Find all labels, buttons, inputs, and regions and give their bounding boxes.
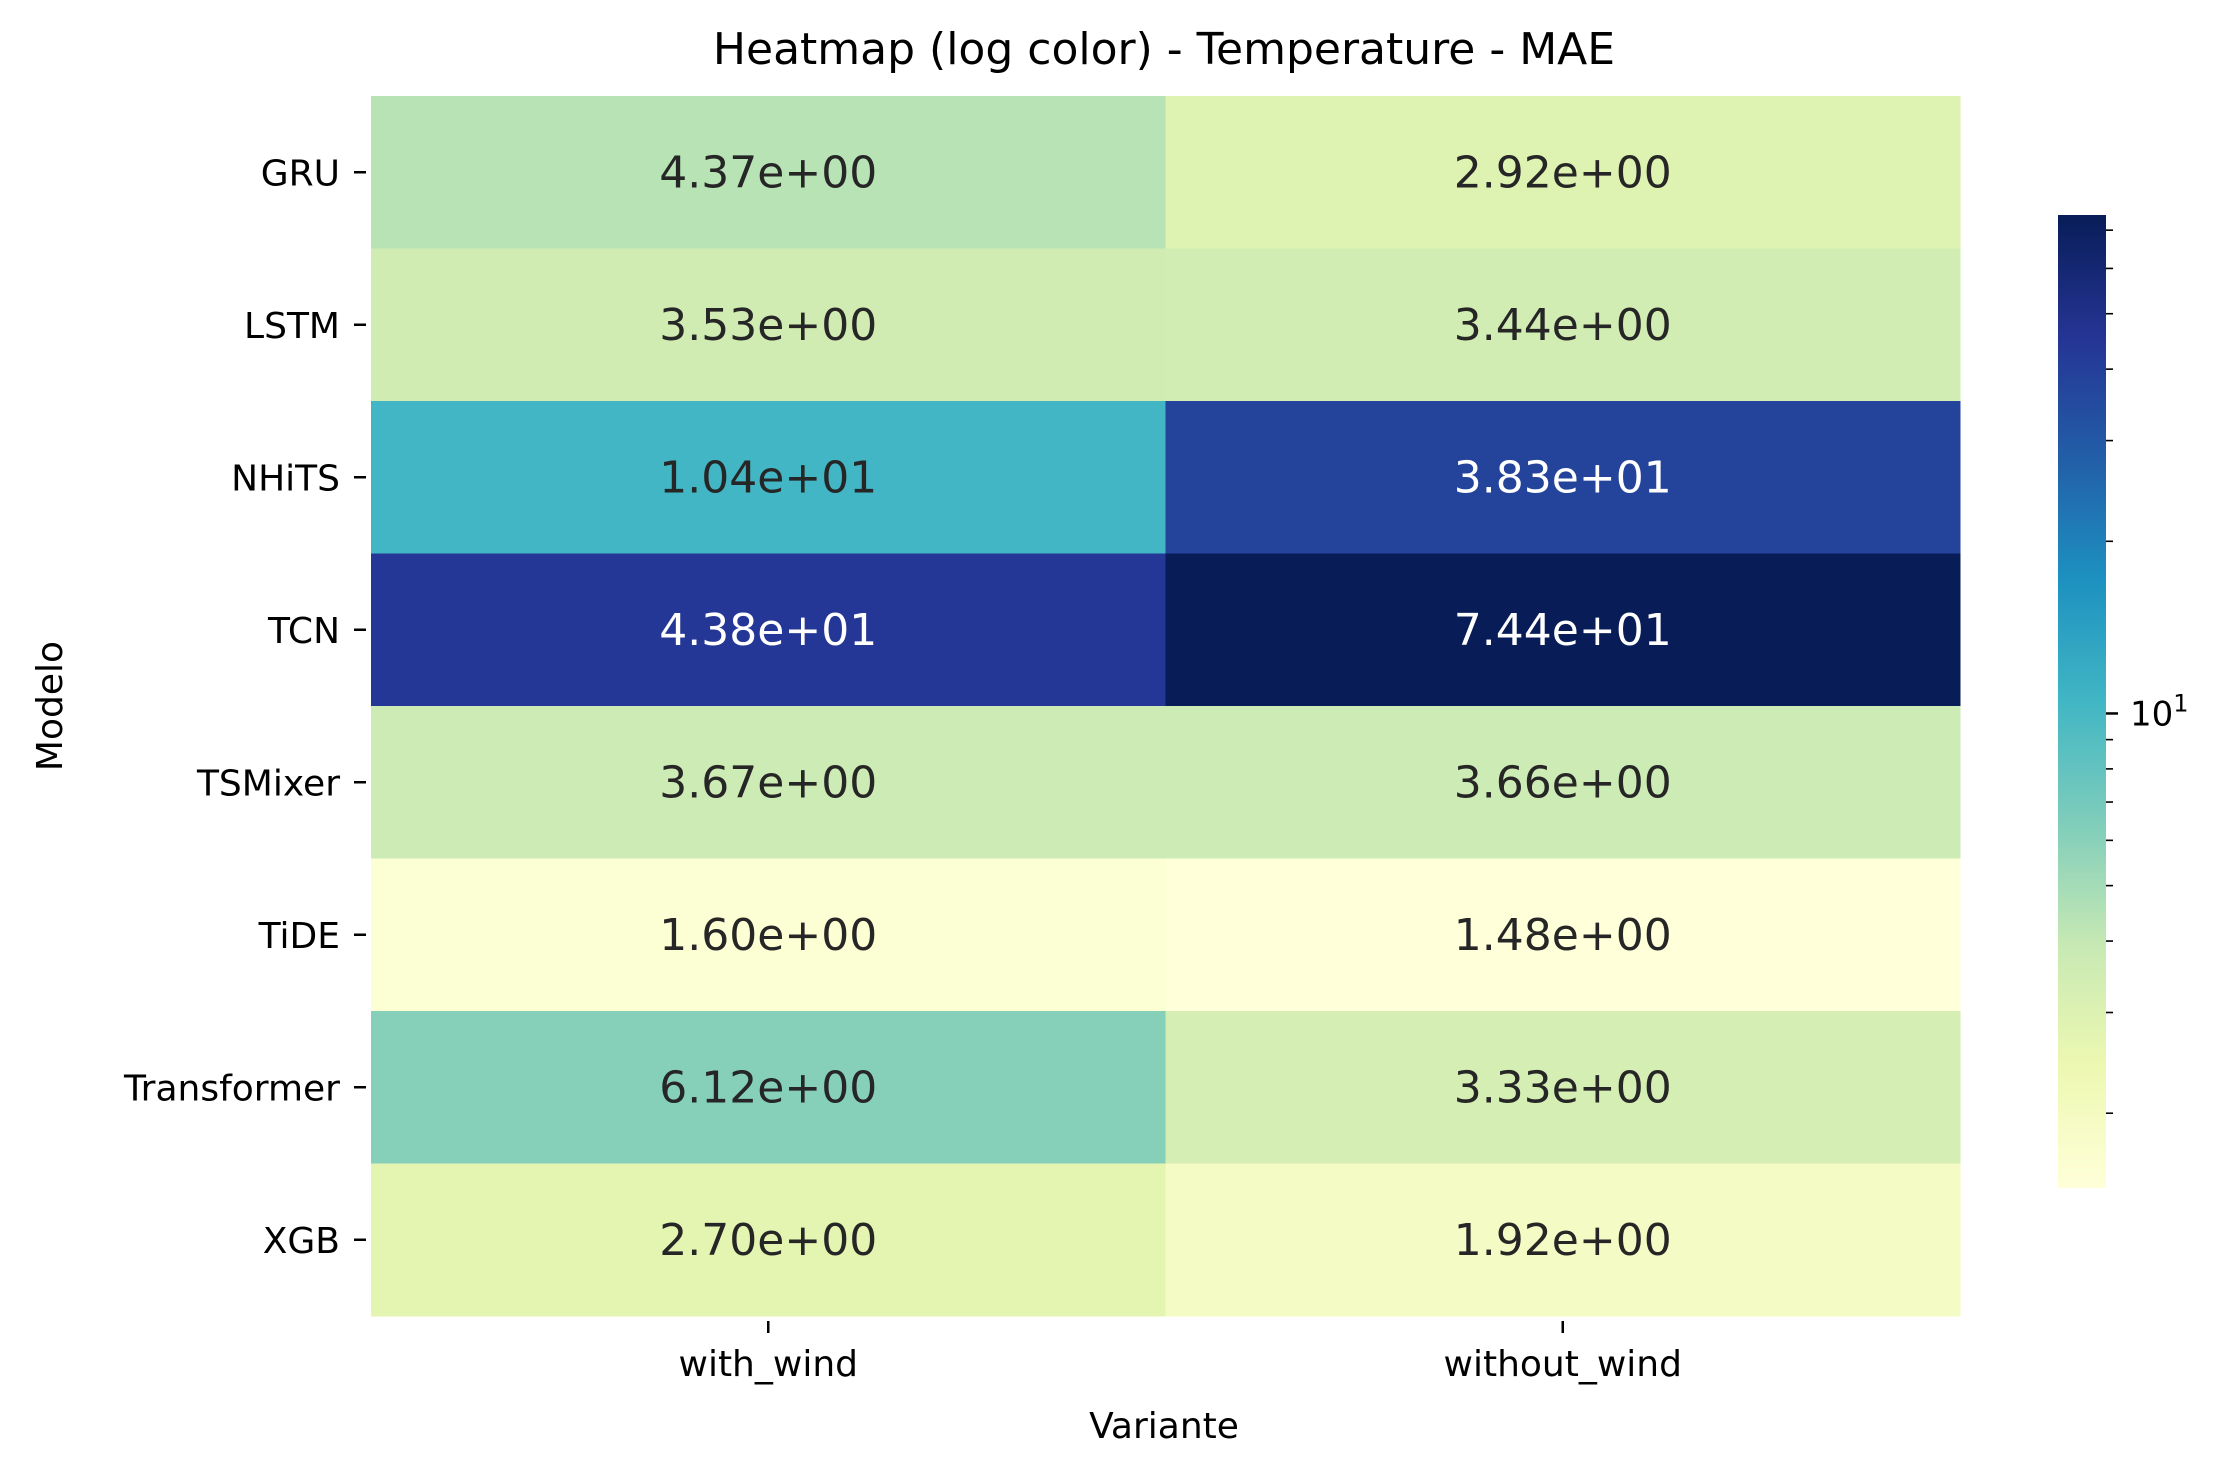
- cell-label: 1.92e+00: [1454, 1215, 1672, 1266]
- heatmap-cell: [1165, 858, 1961, 1012]
- heatmap-cell: [371, 248, 1166, 402]
- heatmap-cell: [1165, 96, 1961, 249]
- y-tick-label: LSTM: [244, 306, 340, 347]
- heatmap-cell: [371, 401, 1166, 554]
- cell-label: 7.44e+01: [1454, 605, 1672, 656]
- colorbar-gradient: [2058, 215, 2106, 1188]
- chart-title: Heatmap (log color) - Temperature - MAE: [713, 24, 1615, 75]
- heatmap-cell: [1165, 248, 1961, 402]
- cell-label: 2.70e+00: [659, 1215, 877, 1266]
- heatmap-cell: [371, 553, 1166, 707]
- cell-label: 3.66e+00: [1454, 757, 1672, 808]
- y-tick-label: NHiTS: [231, 458, 340, 499]
- heatmap-cell: [1165, 553, 1961, 707]
- heatmap-cells: 4.37e+00 2.92e+00 3.53e+00 3.44e+00 1.04e+01…: [371, 96, 1961, 1317]
- heatmap-cell: [371, 706, 1166, 859]
- heatmap-cell: [371, 1011, 1166, 1164]
- y-axis: GRU LSTM NHiTS TCN TSMixer TiDE Transformer XGB: [123, 153, 366, 1262]
- heatmap-cell: [1165, 401, 1961, 554]
- cell-label: 4.37e+00: [659, 147, 877, 198]
- y-tick-label: TiDE: [258, 916, 340, 957]
- heatmap-cell: [1165, 706, 1961, 859]
- heatmap-cell: [371, 96, 1166, 249]
- cell-label: 1.48e+00: [1454, 910, 1672, 961]
- y-tick-label: TCN: [267, 611, 340, 652]
- cell-label: 2.92e+00: [1454, 147, 1672, 198]
- x-tick-label: without_wind: [1444, 1344, 1682, 1385]
- cell-label: 4.38e+01: [659, 605, 877, 656]
- cell-label: 1.60e+00: [659, 910, 877, 961]
- cell-label: 6.12e+00: [659, 1062, 877, 1113]
- cell-label: 3.44e+00: [1454, 300, 1672, 351]
- cell-label: 3.67e+00: [659, 757, 877, 808]
- cell-label: 3.53e+00: [659, 300, 877, 351]
- colorbar-tick-label: 101: [2130, 689, 2189, 734]
- heatmap-cell: [371, 1163, 1166, 1317]
- heatmap-cell: [1165, 1011, 1961, 1164]
- y-tick-label: Transformer: [123, 1068, 340, 1109]
- x-tick-label: with_wind: [679, 1344, 859, 1385]
- heatmap-cell: [371, 858, 1166, 1012]
- y-tick-label: TSMixer: [196, 763, 340, 804]
- x-axis-label: Variante: [1089, 1406, 1239, 1447]
- y-tick-label: XGB: [263, 1221, 340, 1262]
- colorbar: 101: [2058, 215, 2189, 1188]
- heatmap-cell: [1165, 1163, 1961, 1317]
- y-tick-label: GRU: [261, 153, 340, 194]
- y-axis-label: Modelo: [30, 641, 71, 771]
- cell-label: 3.83e+01: [1454, 452, 1672, 503]
- cell-label: 3.33e+00: [1454, 1062, 1672, 1113]
- x-axis: with_wind without_wind: [679, 1321, 1682, 1385]
- cell-label: 1.04e+01: [659, 452, 877, 503]
